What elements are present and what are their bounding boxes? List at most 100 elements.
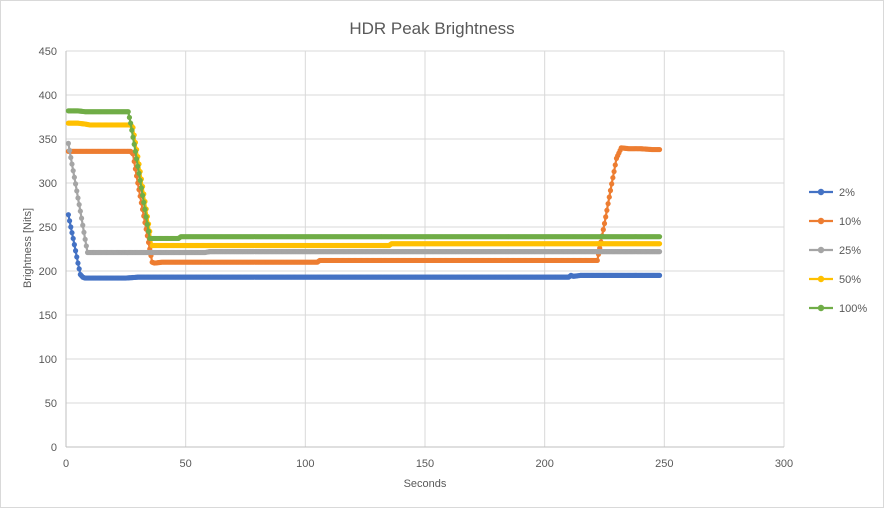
legend-entry: 50% (809, 274, 861, 286)
y-tick-label: 400 (39, 90, 57, 102)
legend-label: 25% (839, 245, 861, 257)
x-tick-label: 200 (535, 458, 553, 470)
y-tick-label: 150 (39, 310, 57, 322)
data-point (612, 162, 618, 168)
data-point (656, 146, 663, 153)
data-point (71, 174, 77, 180)
data-point (594, 257, 600, 264)
series-100pct (65, 108, 663, 242)
y-tick-label: 250 (39, 222, 57, 234)
data-point (136, 170, 142, 176)
y-tick-label: 200 (39, 266, 57, 278)
data-point (610, 175, 616, 181)
data-point (656, 249, 663, 255)
data-point (601, 220, 608, 227)
data-point (70, 168, 76, 174)
data-point (77, 208, 83, 214)
data-point (126, 114, 133, 121)
data-point (76, 266, 82, 272)
legend-marker (817, 217, 825, 225)
x-tick-label: 0 (63, 458, 69, 470)
data-point (69, 230, 75, 236)
data-point (78, 215, 85, 221)
series-50pct (65, 120, 663, 249)
y-tick-label: 300 (39, 178, 57, 190)
data-point (600, 227, 606, 233)
data-point (141, 199, 147, 205)
data-point (604, 207, 610, 213)
data-point (606, 194, 612, 200)
data-point (72, 181, 79, 187)
legend-entry: 2% (809, 187, 855, 199)
data-point (145, 239, 152, 245)
legend-entry: 25% (809, 245, 861, 257)
data-point (656, 234, 663, 240)
legend: 2% 10% 25% 50% 100% (809, 187, 867, 315)
x-tick-label: 50 (180, 458, 192, 470)
legend-marker (817, 246, 825, 254)
data-point (656, 241, 663, 247)
series-10pct (65, 145, 663, 266)
legend-label: 10% (839, 216, 861, 228)
data-point (70, 235, 76, 242)
data-point (609, 181, 615, 187)
chart-title: HDR Peak Brightness (349, 19, 514, 38)
legend-label: 100% (839, 303, 867, 315)
data-point (80, 222, 86, 228)
data-point (129, 127, 135, 133)
data-point (125, 109, 131, 115)
data-point (134, 156, 140, 162)
data-point (131, 141, 137, 147)
data-point (68, 224, 74, 230)
data-point (607, 187, 614, 194)
y-tick-label: 50 (45, 398, 57, 410)
y-tick-label: 100 (39, 354, 57, 366)
legend-label: 50% (839, 274, 861, 286)
y-axis-label: Brightness [Nits] (22, 208, 34, 288)
x-tick-label: 250 (655, 458, 673, 470)
data-point (69, 161, 75, 167)
axes: 0 50 100 150 200 250 300 350 400 450 0 50 100 150 200 2… (39, 46, 794, 470)
data-point (72, 248, 79, 254)
data-point (74, 254, 80, 260)
data-point (75, 195, 81, 201)
legend-marker (817, 188, 825, 196)
data-point (83, 243, 89, 249)
data-point (81, 229, 87, 235)
data-point (143, 214, 149, 220)
legend-entry: 10% (809, 216, 861, 228)
series-layer (65, 108, 663, 281)
data-point (65, 212, 71, 218)
x-tick-label: 300 (775, 458, 793, 470)
data-point (65, 140, 71, 146)
y-tick-label: 450 (39, 46, 57, 58)
data-point (144, 221, 150, 227)
legend-entry: 100% (809, 303, 867, 315)
data-point (66, 147, 73, 154)
data-point (611, 168, 617, 175)
data-point (130, 134, 136, 140)
data-point (142, 206, 148, 212)
data-point (71, 242, 77, 248)
data-point (82, 236, 88, 242)
data-point (135, 163, 141, 169)
data-point (656, 272, 663, 278)
data-point (139, 192, 146, 198)
data-point (74, 188, 80, 194)
x-tick-label: 150 (416, 458, 434, 470)
y-tick-label: 350 (39, 134, 57, 146)
legend-label: 2% (839, 187, 855, 199)
data-point (66, 218, 73, 224)
series-2pct (65, 212, 663, 281)
x-axis-label: Seconds (404, 478, 447, 490)
y-tick-label: 0 (51, 442, 57, 454)
data-point (603, 214, 609, 220)
data-point (128, 120, 134, 126)
x-tick-label: 100 (296, 458, 314, 470)
data-point (145, 228, 152, 234)
data-point (605, 201, 611, 207)
data-point (132, 148, 139, 154)
data-point (137, 177, 143, 183)
series-line (68, 109, 660, 240)
